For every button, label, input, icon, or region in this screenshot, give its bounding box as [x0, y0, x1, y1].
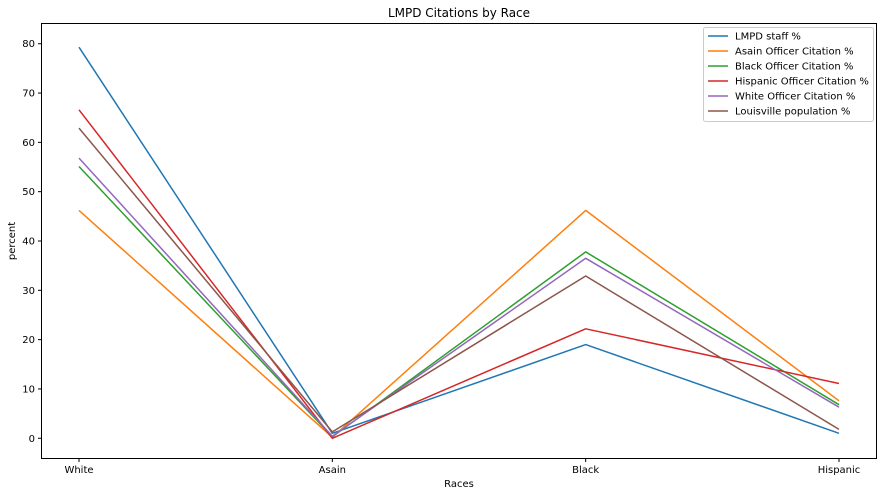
- y-tick-label: 20: [22, 335, 35, 346]
- y-tick-label: 30: [22, 286, 35, 297]
- y-tick-label: 70: [22, 89, 35, 100]
- legend-label: White Officer Citation %: [735, 92, 855, 103]
- y-axis: 0 10 20 30 40 50 60 70 80: [22, 39, 42, 445]
- series-line: [78, 46, 840, 435]
- chart-title: LMPD Citations by Race: [388, 6, 530, 20]
- x-axis: White Asain Black Hispanic: [64, 458, 860, 476]
- legend: LMPD staff % Asain Officer Citation % Blac…: [703, 27, 874, 122]
- x-tick-label: Black: [572, 465, 599, 476]
- y-axis-title: percent: [7, 222, 18, 260]
- series-line: [78, 109, 840, 440]
- x-tick-label: Asain: [319, 465, 346, 476]
- legend-label: Hispanic Officer Citation %: [735, 77, 869, 88]
- legend-label: Asain Officer Citation %: [735, 47, 854, 58]
- series-line: [78, 209, 840, 439]
- x-axis-title: Races: [444, 479, 474, 490]
- x-tick-label: White: [64, 465, 93, 476]
- series-line: [78, 165, 840, 438]
- y-tick-label: 60: [22, 138, 35, 149]
- series-line: [78, 127, 840, 433]
- legend-label: LMPD staff %: [735, 32, 801, 43]
- x-tick-label: Hispanic: [818, 465, 861, 476]
- series-line: [78, 157, 840, 438]
- y-tick-label: 10: [22, 384, 35, 395]
- y-tick-label: 0: [29, 434, 35, 445]
- series-lines: [78, 46, 840, 440]
- y-tick-label: 40: [22, 237, 35, 248]
- legend-box: [703, 27, 874, 122]
- y-tick-label: 50: [22, 187, 35, 198]
- legend-label: Black Officer Citation %: [735, 62, 853, 73]
- y-tick-label: 80: [22, 39, 35, 50]
- legend-label: Louisville population %: [735, 107, 850, 118]
